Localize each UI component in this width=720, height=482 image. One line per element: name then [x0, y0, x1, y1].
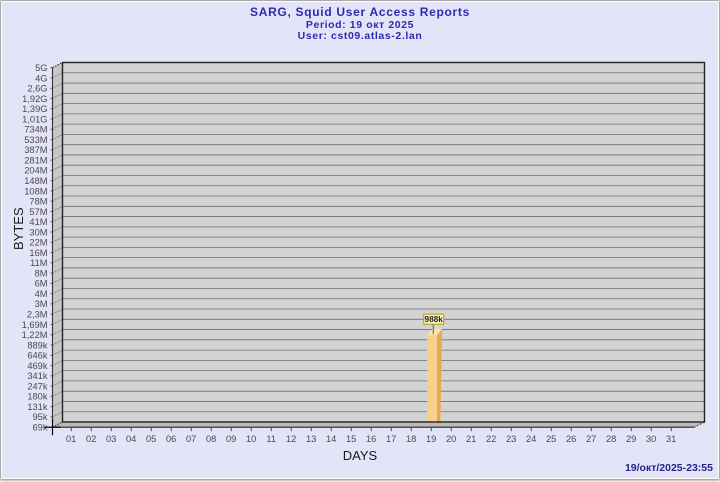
- svg-text:09: 09: [226, 434, 236, 444]
- svg-text:148M: 148M: [24, 176, 47, 186]
- svg-text:25: 25: [546, 434, 556, 444]
- svg-text:14: 14: [326, 434, 336, 444]
- svg-text:204M: 204M: [24, 166, 47, 176]
- svg-text:12: 12: [286, 434, 296, 444]
- svg-text:17: 17: [386, 434, 396, 444]
- svg-text:13: 13: [306, 434, 316, 444]
- svg-text:95k: 95k: [33, 412, 48, 422]
- svg-text:08: 08: [206, 434, 216, 444]
- svg-text:27: 27: [586, 434, 596, 444]
- svg-text:05: 05: [146, 434, 156, 444]
- svg-text:1,22M: 1,22M: [22, 330, 48, 340]
- svg-text:341k: 341k: [27, 371, 48, 381]
- svg-text:8M: 8M: [35, 268, 48, 278]
- svg-text:10: 10: [246, 434, 256, 444]
- svg-text:4M: 4M: [35, 289, 48, 299]
- svg-text:41M: 41M: [29, 217, 47, 227]
- svg-text:6M: 6M: [35, 279, 48, 289]
- svg-text:16: 16: [366, 434, 376, 444]
- svg-text:31: 31: [666, 434, 676, 444]
- svg-text:108M: 108M: [24, 186, 47, 196]
- svg-text:19: 19: [426, 434, 436, 444]
- svg-text:131k: 131k: [27, 402, 48, 412]
- svg-text:26: 26: [566, 434, 576, 444]
- svg-text:1,69M: 1,69M: [22, 320, 48, 330]
- svg-text:5G: 5G: [35, 63, 47, 73]
- svg-text:29: 29: [626, 434, 636, 444]
- svg-text:30: 30: [646, 434, 656, 444]
- svg-text:04: 04: [126, 434, 136, 444]
- svg-text:4G: 4G: [35, 73, 47, 83]
- svg-text:28: 28: [606, 434, 616, 444]
- svg-text:22M: 22M: [29, 238, 47, 248]
- svg-text:469k: 469k: [27, 361, 48, 371]
- svg-text:16M: 16M: [29, 248, 47, 258]
- svg-text:1,01G: 1,01G: [22, 114, 47, 124]
- svg-text:387M: 387M: [24, 145, 47, 155]
- svg-text:11: 11: [266, 434, 276, 444]
- svg-text:18: 18: [406, 434, 416, 444]
- svg-text:20: 20: [446, 434, 456, 444]
- svg-text:03: 03: [106, 434, 116, 444]
- svg-text:1,92G: 1,92G: [22, 94, 47, 104]
- svg-text:646k: 646k: [27, 351, 48, 361]
- svg-text:988k: 988k: [424, 314, 443, 324]
- svg-text:21: 21: [466, 434, 476, 444]
- svg-text:23: 23: [506, 434, 516, 444]
- svg-text:02: 02: [86, 434, 96, 444]
- svg-text:247k: 247k: [27, 381, 48, 391]
- svg-text:734M: 734M: [24, 125, 47, 135]
- svg-text:15: 15: [346, 434, 356, 444]
- svg-text:24: 24: [526, 434, 536, 444]
- svg-text:281M: 281M: [24, 155, 47, 165]
- svg-text:57M: 57M: [29, 207, 47, 217]
- svg-text:2,3M: 2,3M: [27, 310, 48, 320]
- svg-text:30M: 30M: [29, 227, 47, 237]
- svg-text:01: 01: [66, 434, 76, 444]
- svg-text:2,6G: 2,6G: [27, 84, 47, 94]
- svg-text:11M: 11M: [30, 258, 47, 268]
- svg-text:3M: 3M: [35, 299, 48, 309]
- svg-text:07: 07: [186, 434, 196, 444]
- svg-text:1,39G: 1,39G: [22, 104, 47, 114]
- svg-text:180k: 180k: [27, 392, 48, 402]
- svg-text:78M: 78M: [29, 197, 47, 207]
- svg-text:22: 22: [486, 434, 496, 444]
- svg-text:06: 06: [166, 434, 176, 444]
- svg-text:533M: 533M: [24, 135, 47, 145]
- svg-text:889k: 889k: [27, 340, 48, 350]
